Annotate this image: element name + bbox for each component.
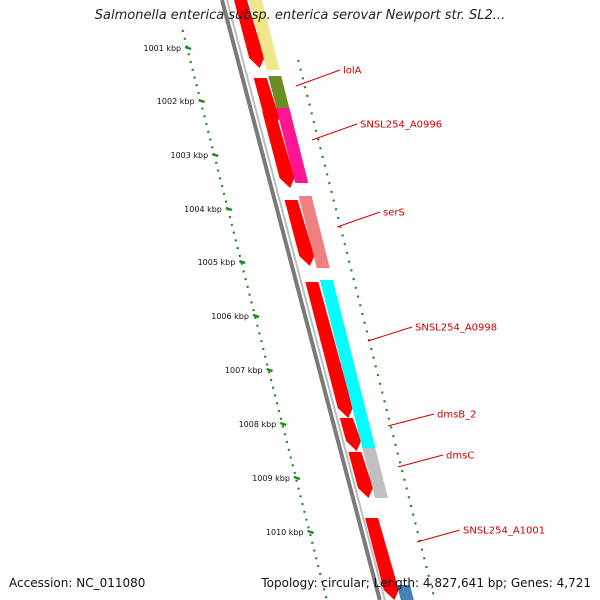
label-leader (295, 69, 341, 87)
label-leader (311, 123, 358, 141)
cds-arrow (284, 200, 315, 266)
label-leader (387, 413, 435, 427)
label-leader (416, 529, 461, 543)
backbone-line (220, 0, 382, 600)
ruler-tick (293, 475, 301, 481)
feature-block (298, 196, 330, 268)
feature-block (249, 0, 280, 70)
cds-track (234, 0, 399, 600)
feature-block (276, 108, 309, 183)
ruler-tick (225, 206, 233, 212)
gene-label: dmsC (446, 451, 474, 462)
feature-block (319, 280, 376, 450)
cds-arrow (305, 282, 353, 418)
backbone-shadow (226, 0, 386, 600)
label-leader (367, 326, 413, 342)
accession-text: Accession: NC_011080 (9, 576, 146, 590)
ruler-tick-label: 1009 kbp (252, 474, 290, 483)
ruler-tick (238, 259, 246, 265)
gene-label: dmsB_2 (437, 410, 477, 421)
genome-summary-text: Topology: circular; Length: 4,827,641 bp… (261, 576, 591, 590)
feature-block (354, 418, 376, 450)
label-leader (397, 454, 444, 468)
gene-label: SNSL254_A0998 (415, 323, 497, 334)
cds-arrow (348, 452, 373, 498)
ruler-tick-label: 1008 kbp (239, 420, 277, 429)
gene-label: serS (383, 208, 405, 219)
ruler-tick (307, 529, 314, 535)
kbp-ruler: 1001 kbp 1002 kbp 1003 kbp 1004 kbp 1005 kbp… (143, 29, 436, 600)
ruler-tick-label: 1001 kbp (143, 44, 181, 53)
ruler-dotted-line (181, 29, 328, 600)
ruler-tick (266, 367, 274, 373)
ruler-tick (184, 45, 192, 51)
ruler-tick-label: 1007 kbp (225, 366, 263, 375)
feature-block (362, 448, 388, 498)
cds-arrow (234, 0, 265, 68)
ruler-tick (198, 98, 205, 104)
ruler-tick-label: 1003 kbp (171, 151, 209, 160)
gene-label: SNSL254_A0996 (360, 120, 442, 131)
ruler-tick-label: 1010 kbp (266, 528, 304, 537)
gene-label: lolA (343, 66, 362, 77)
feature-block (397, 585, 414, 600)
backbone (220, 0, 386, 600)
cds-arrow (339, 418, 362, 451)
gene-label: SNSL254_A1001 (463, 526, 545, 537)
gene-labels: lolA SNSL254_A0996 serS SNSL254_A0998 dmsB_2… (295, 66, 545, 543)
ruler-tick (252, 313, 260, 319)
label-leader (336, 211, 381, 228)
genome-title: Salmonella enterica subsp. enterica sero… (94, 8, 506, 23)
ruler-tick (211, 152, 219, 158)
ruler-tick-label: 1005 kbp (198, 258, 236, 267)
ruler-tick-label: 1006 kbp (211, 312, 249, 321)
feature-track (249, 0, 414, 600)
feature-block (268, 76, 290, 110)
ruler-tick-label: 1004 kbp (184, 205, 222, 214)
ruler-tick-label: 1002 kbp (157, 97, 195, 106)
cds-arrow (365, 518, 399, 600)
cds-arrow (262, 112, 295, 188)
ruler-tick (279, 421, 287, 427)
